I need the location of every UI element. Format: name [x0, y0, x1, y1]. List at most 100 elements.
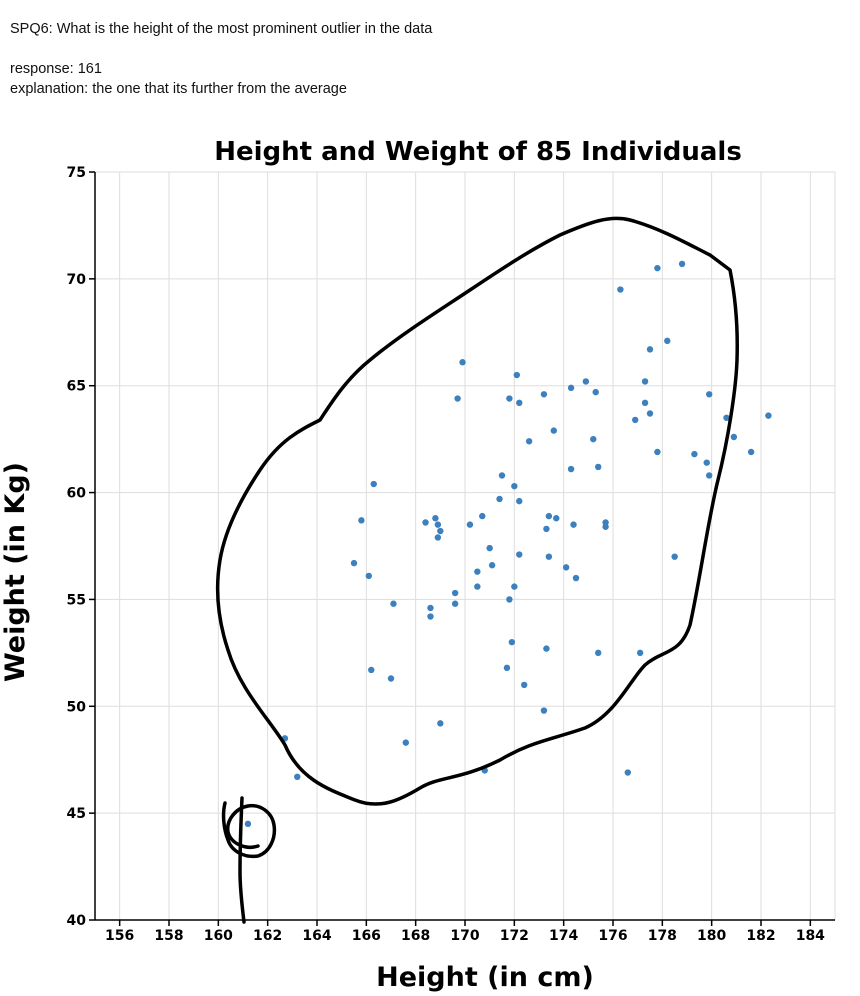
data-point: [703, 459, 710, 466]
data-point: [516, 399, 523, 407]
data-point: [486, 544, 493, 552]
data-point: [244, 820, 252, 828]
data-point: [511, 583, 518, 590]
data-point: [706, 472, 713, 479]
data-point: [451, 589, 459, 597]
data-point: [654, 264, 661, 272]
data-point: [664, 337, 671, 345]
data-point: [540, 391, 548, 398]
data-point: [459, 359, 466, 366]
data-point: [590, 435, 597, 443]
grid: [95, 171, 836, 921]
x-tick-label: 184: [796, 928, 825, 944]
data-point: [427, 613, 434, 620]
data-point: [390, 600, 397, 607]
x-tick-label: 156: [105, 928, 134, 944]
response-text: response: 161: [10, 61, 102, 77]
data-point: [678, 260, 686, 268]
data-point: [641, 399, 649, 407]
hand-drawn-enclosure: [215, 216, 739, 806]
data-point: [474, 568, 481, 575]
data-point: [525, 438, 533, 445]
data-point: [632, 416, 639, 424]
explanation-text: explanation: the one that its further fr…: [10, 81, 347, 97]
y-tick-label: 70: [67, 272, 87, 288]
chart-title: Height and Weight of 85 Individuals: [214, 137, 742, 167]
data-point: [454, 395, 461, 402]
x-tick-label: 172: [500, 928, 529, 944]
data-point: [723, 414, 730, 421]
data-point: [691, 450, 698, 458]
data-point: [654, 448, 661, 456]
data-point: [624, 769, 631, 776]
x-tick-label: 158: [154, 928, 183, 944]
data-point: [434, 521, 442, 528]
x-tick-label: 160: [204, 928, 233, 944]
data-point: [747, 448, 755, 456]
data-point: [437, 720, 444, 727]
data-points: [244, 260, 772, 828]
data-point: [432, 515, 439, 522]
data-point: [562, 564, 570, 571]
data-point: [508, 638, 516, 646]
data-point: [730, 433, 738, 441]
data-point: [543, 645, 550, 652]
x-tick-label: 182: [746, 928, 775, 944]
hand-drawn-line: [238, 796, 246, 924]
data-point: [595, 649, 602, 657]
x-tick-label: 170: [450, 928, 479, 944]
question-text: SPQ6: What is the height of the most pro…: [10, 21, 433, 37]
data-point: [368, 666, 375, 674]
y-tick-label: 40: [67, 913, 87, 929]
data-point: [434, 534, 442, 541]
data-point: [602, 523, 609, 530]
data-point: [503, 664, 511, 672]
data-point: [592, 388, 599, 396]
data-point: [567, 384, 575, 392]
data-point: [402, 739, 409, 746]
data-point: [387, 675, 395, 682]
data-point: [498, 472, 506, 479]
data-point: [479, 512, 486, 520]
data-point: [545, 553, 553, 560]
x-tick-label: 168: [401, 928, 430, 944]
data-point: [636, 649, 644, 657]
data-point: [496, 495, 503, 503]
x-tick-label: 174: [549, 928, 578, 944]
data-point: [765, 412, 772, 419]
data-point: [543, 525, 550, 533]
data-point: [466, 521, 474, 528]
y-tick-label: 55: [67, 592, 86, 608]
data-point: [641, 378, 649, 385]
data-point: [572, 574, 580, 582]
axes: 156 158 160 162 164 166 168 170 172 174 176 178 180 1…: [67, 165, 835, 944]
data-point: [506, 596, 513, 603]
data-point: [550, 427, 557, 434]
x-axis-label: Height (in cm): [376, 962, 594, 993]
data-point: [617, 286, 624, 293]
data-point: [488, 562, 496, 569]
data-point: [521, 681, 528, 689]
data-point: [567, 465, 575, 473]
x-tick-label: 180: [697, 928, 726, 944]
data-point: [516, 497, 523, 505]
data-point: [365, 572, 372, 580]
data-point: [706, 391, 713, 398]
x-tick-label: 166: [352, 928, 381, 944]
data-point: [671, 553, 678, 560]
y-tick-label: 75: [67, 165, 86, 181]
y-axis-label: Weight (in Kg): [0, 462, 31, 682]
data-point: [294, 773, 301, 781]
data-point: [646, 410, 654, 417]
y-tick-label: 45: [67, 806, 86, 822]
hand-drawn-annotations: [215, 216, 739, 924]
x-tick-label: 176: [598, 928, 627, 944]
x-tick-label: 164: [302, 928, 331, 944]
y-tick-label: 50: [67, 699, 87, 715]
data-point: [506, 395, 513, 402]
hand-drawn-circle: [221, 801, 277, 859]
data-point: [516, 551, 523, 558]
y-tick-label: 65: [67, 379, 86, 395]
data-point: [553, 515, 560, 522]
